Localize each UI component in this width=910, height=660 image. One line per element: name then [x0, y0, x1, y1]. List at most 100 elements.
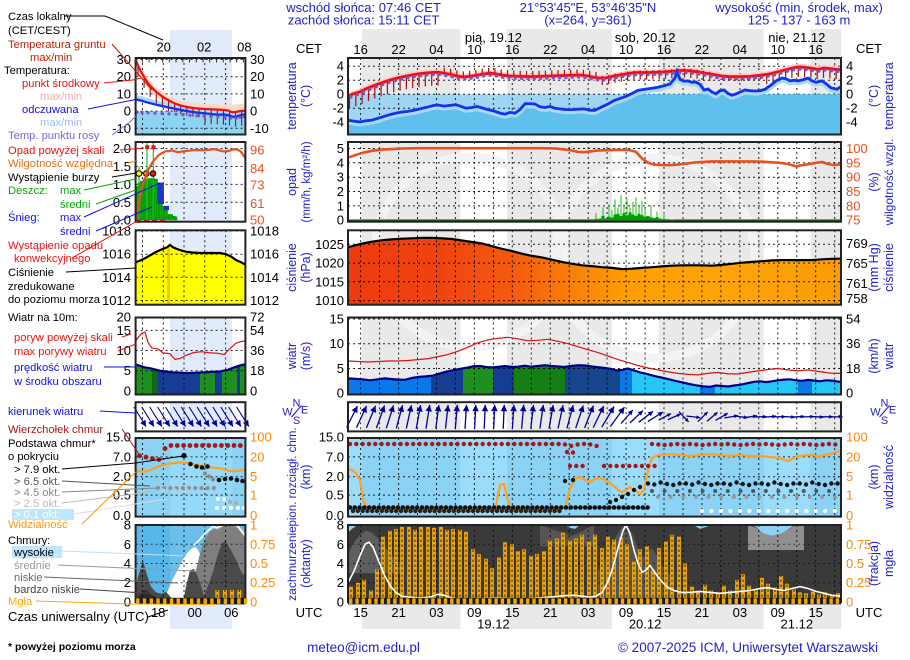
svg-text:Deszcz:: Deszcz: [8, 185, 48, 197]
svg-text:84: 84 [250, 161, 264, 176]
svg-text:16: 16 [505, 42, 519, 57]
svg-text:CET: CET [296, 41, 322, 56]
svg-text:5: 5 [337, 141, 344, 156]
svg-text:30: 30 [117, 52, 131, 67]
svg-text:Śnieg:: Śnieg: [8, 211, 40, 224]
svg-text:mgła: mgła [882, 550, 896, 577]
svg-text:15: 15 [330, 312, 344, 327]
svg-text:(km): (km) [867, 465, 881, 490]
svg-text:80: 80 [846, 198, 860, 213]
svg-text:0: 0 [337, 213, 344, 228]
svg-text:* powyżej poziomu morza: * powyżej poziomu morza [8, 641, 136, 653]
svg-text:W: W [870, 407, 881, 419]
svg-text:(frakcja): (frakcja) [867, 541, 881, 586]
svg-text:16: 16 [657, 42, 671, 57]
svg-text:08: 08 [237, 40, 251, 55]
svg-text:85: 85 [846, 184, 860, 199]
svg-text:0: 0 [124, 104, 131, 119]
svg-text:(°C): (°C) [867, 85, 881, 107]
svg-text:10: 10 [117, 86, 131, 101]
svg-text:2: 2 [124, 575, 131, 590]
svg-text:temperatura: temperatura [285, 62, 299, 129]
svg-text:0: 0 [846, 386, 853, 401]
svg-text:max: max [60, 185, 82, 197]
svg-text:4: 4 [337, 155, 344, 170]
svg-text:niskie: niskie [14, 572, 43, 584]
svg-text:10: 10 [771, 42, 785, 57]
svg-text:1014: 1014 [250, 270, 279, 285]
svg-text:> 2.5 okt.: > 2.5 okt. [14, 498, 60, 510]
svg-text:-10: -10 [250, 121, 269, 136]
svg-text:UTC: UTC [856, 605, 883, 620]
svg-text:6: 6 [337, 537, 344, 552]
svg-text:02: 02 [197, 40, 211, 55]
svg-text:15: 15 [353, 605, 367, 620]
svg-text:21: 21 [695, 605, 709, 620]
svg-text:2.0: 2.0 [326, 469, 344, 484]
svg-text:1: 1 [846, 518, 853, 533]
svg-text:15: 15 [808, 605, 822, 620]
svg-text:7.0: 7.0 [113, 449, 131, 464]
svg-text:3: 3 [337, 170, 344, 185]
svg-text:E: E [889, 405, 896, 417]
svg-text:0: 0 [337, 595, 344, 610]
svg-text:temperatura: temperatura [882, 62, 896, 129]
svg-text:o pokryciu: o pokryciu [8, 451, 59, 463]
svg-text:21°53'45"E, 53°46'35"N: 21°53'45"E, 53°46'35"N [520, 0, 657, 15]
svg-text:(hPa): (hPa) [299, 252, 313, 283]
svg-text:4: 4 [337, 556, 344, 571]
svg-text:09: 09 [771, 605, 785, 620]
svg-text:1: 1 [250, 488, 257, 503]
svg-text:Wierzchołek chmur: Wierzchołek chmur [8, 424, 103, 436]
svg-text:opad: opad [285, 168, 299, 196]
svg-text:(mm Hg): (mm Hg) [867, 243, 881, 292]
svg-text:prędkość wiatru: prędkość wiatru [14, 362, 92, 374]
svg-text:20: 20 [156, 40, 170, 55]
svg-text:0: 0 [250, 508, 257, 523]
svg-text:15.0: 15.0 [319, 430, 344, 445]
svg-text:1: 1 [846, 488, 853, 503]
svg-text:kierunek wiatru: kierunek wiatru [8, 406, 83, 418]
svg-text:0.75: 0.75 [846, 537, 871, 552]
svg-text:Temperatura:: Temperatura: [4, 65, 70, 77]
svg-text:zachmurzenie: zachmurzenie [285, 526, 299, 601]
svg-text:średni: średni [60, 199, 90, 211]
svg-text:769: 769 [846, 236, 868, 251]
svg-text:0.25: 0.25 [846, 575, 871, 590]
svg-text:0.5: 0.5 [326, 488, 344, 503]
svg-text:E: E [301, 405, 308, 417]
svg-text:N: N [881, 398, 889, 410]
svg-text:> 6.5 okt.: > 6.5 okt. [14, 476, 60, 488]
svg-text:0.5: 0.5 [846, 556, 864, 571]
svg-text:zredukowane: zredukowane [8, 281, 75, 293]
svg-text:© 2007-2025 ICM, Uniwersytet W: © 2007-2025 ICM, Uniwersytet Warszawski [618, 640, 878, 655]
svg-text:Temperatura gruntu: Temperatura gruntu [8, 39, 106, 51]
svg-text:2.0: 2.0 [113, 141, 131, 156]
svg-text:36: 36 [250, 343, 264, 358]
svg-text:-4: -4 [846, 115, 858, 130]
svg-text:2: 2 [337, 575, 344, 590]
svg-text:6: 6 [124, 537, 131, 552]
svg-text:Widzialność: Widzialność [8, 519, 68, 531]
svg-text:5: 5 [846, 469, 853, 484]
svg-text:72: 72 [250, 310, 264, 325]
svg-text:średnie: średnie [14, 560, 51, 572]
svg-text:2: 2 [337, 184, 344, 199]
svg-text:10: 10 [467, 42, 481, 57]
svg-text:30: 30 [250, 52, 264, 67]
svg-text:2: 2 [846, 73, 853, 88]
svg-text:1010: 1010 [315, 293, 344, 308]
svg-text:54: 54 [250, 323, 264, 338]
svg-text:1015: 1015 [315, 274, 344, 289]
svg-text:06: 06 [224, 605, 238, 620]
svg-text:do poziomu morza: do poziomu morza [8, 294, 101, 306]
svg-text:0.0: 0.0 [326, 508, 344, 523]
svg-text:16: 16 [353, 42, 367, 57]
svg-text:-2: -2 [332, 101, 344, 116]
svg-text:-2: -2 [846, 101, 858, 116]
svg-text:1.0: 1.0 [113, 177, 131, 192]
svg-text:Wystąpienie opadu: Wystąpienie opadu [8, 240, 103, 252]
svg-text:1016: 1016 [102, 247, 131, 262]
svg-text:punkt środkowy: punkt środkowy [22, 78, 100, 90]
svg-text:(oktanty): (oktanty) [299, 539, 313, 588]
